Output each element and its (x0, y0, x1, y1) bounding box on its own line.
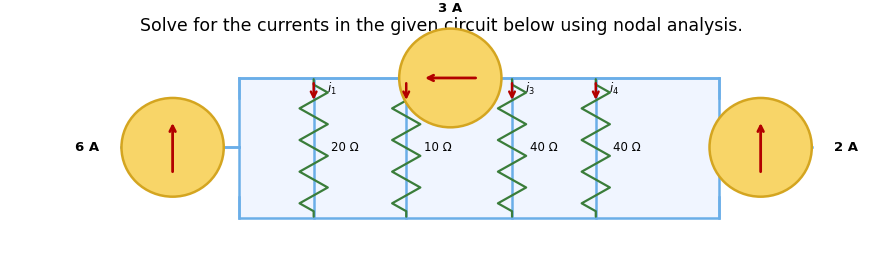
Text: Solve for the currents in the given circuit below using nodal analysis.: Solve for the currents in the given circ… (140, 17, 743, 35)
Text: 10 Ω: 10 Ω (424, 141, 451, 154)
Text: $i_1$: $i_1$ (327, 81, 336, 97)
Text: $i_2$: $i_2$ (419, 81, 429, 97)
Text: 3 A: 3 A (438, 2, 463, 15)
Text: 40 Ω: 40 Ω (530, 141, 557, 154)
Text: 40 Ω: 40 Ω (614, 141, 641, 154)
Ellipse shape (399, 29, 502, 127)
Text: $i_4$: $i_4$ (609, 81, 619, 97)
Ellipse shape (122, 98, 223, 197)
Text: 6 A: 6 A (75, 141, 100, 154)
Text: 2 A: 2 A (834, 141, 857, 154)
Polygon shape (238, 78, 720, 218)
Text: $i_3$: $i_3$ (525, 81, 535, 97)
Text: 20 Ω: 20 Ω (331, 141, 359, 154)
Ellipse shape (710, 98, 811, 197)
